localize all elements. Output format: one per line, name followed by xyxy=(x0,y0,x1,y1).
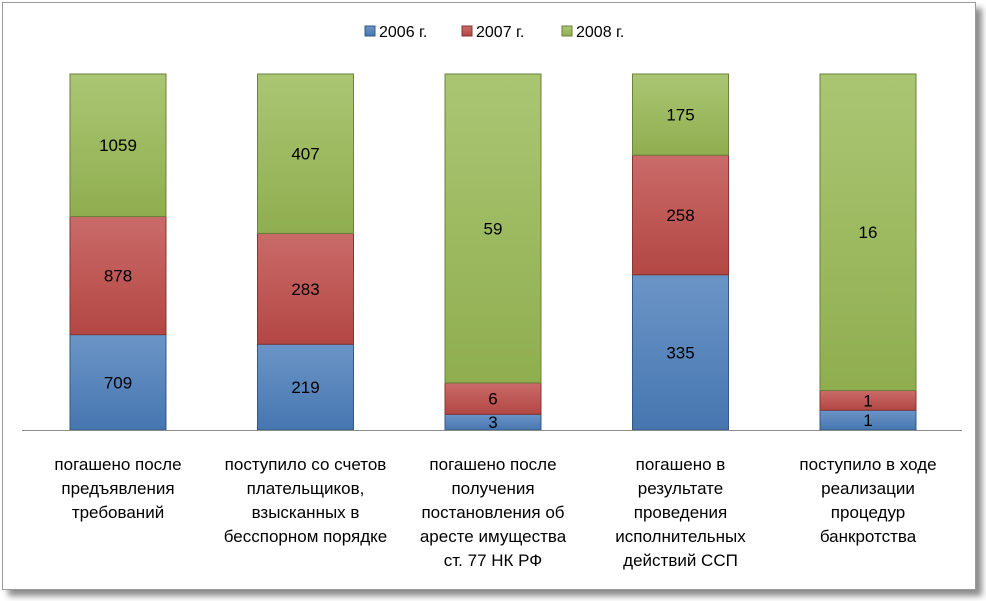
data-label: 59 xyxy=(484,219,503,238)
bar-segment xyxy=(444,73,542,384)
data-label: 1 xyxy=(863,391,872,410)
data-label: 3 xyxy=(488,413,497,432)
legend-label: 2007 г. xyxy=(476,24,524,41)
category-label-line: ст. 77 НК РФ xyxy=(443,551,543,570)
category-label-line: поступило со счетов xyxy=(224,455,387,474)
legend-swatch xyxy=(561,25,573,37)
category-label-line: действий ССП xyxy=(623,551,738,570)
category-label-line: поступило в ходе xyxy=(799,455,937,474)
legend: 2006 г. 2007 г. 2008 г. xyxy=(364,24,624,41)
bar-segment xyxy=(69,334,167,431)
data-label: 1059 xyxy=(99,136,137,155)
data-label: 1 xyxy=(863,411,872,430)
category-label-line: проведения xyxy=(633,503,728,522)
data-label: 219 xyxy=(291,378,319,397)
legend-label: 2008 г. xyxy=(576,24,624,41)
category-label: погашено после получения постановления об а… xyxy=(398,453,588,573)
bar-segment xyxy=(632,154,729,276)
category-label-line: погашено в xyxy=(635,455,726,474)
category-label-line: погашено после xyxy=(54,455,182,474)
bar-segment xyxy=(257,232,354,345)
category-label: погашено в результате проведения исполнител… xyxy=(586,453,776,573)
legend-item: 2006 г. xyxy=(364,24,427,41)
legend-item: 2008 г. xyxy=(561,24,624,41)
category-label-line: банкротства xyxy=(819,527,917,546)
legend-swatch xyxy=(364,25,376,37)
category-label-line: исполнительных xyxy=(615,527,746,546)
bar-segment xyxy=(819,73,917,391)
bars: 709 878 1059 219 283 407 3 6 59 335 258 175 11 16 xyxy=(69,73,917,432)
category-label: поступило в ходе реализации процедур банкро… xyxy=(773,453,963,549)
category-label-line: бесспорном порядке xyxy=(223,527,388,546)
data-label: 878 xyxy=(104,267,132,286)
legend-item: 2007 г. xyxy=(461,24,524,41)
bar-segment xyxy=(69,215,167,336)
category-label-line: постановления об xyxy=(421,503,565,522)
category-label-line: реализации xyxy=(821,479,915,498)
category-label: погашено после предъявления требований xyxy=(23,453,213,525)
category-label-line: погашено после xyxy=(429,455,557,474)
category-label: поступило со счетов плательщиков, взысканн… xyxy=(211,453,401,549)
category-label-line: требований xyxy=(71,503,165,522)
data-label: 16 xyxy=(859,223,878,242)
category-label-line: аресте имущества xyxy=(419,527,567,546)
category-label-line: процедур xyxy=(830,503,906,522)
legend-label: 2006 г. xyxy=(379,24,427,41)
data-label: 709 xyxy=(104,373,132,392)
data-label: 283 xyxy=(291,280,319,299)
bar-segment xyxy=(257,73,354,234)
legend-swatch xyxy=(461,25,473,37)
category-label-line: предъявления xyxy=(61,479,175,498)
data-label: 335 xyxy=(666,343,694,362)
category-label-line: получения xyxy=(451,479,535,498)
category-label-line: взысканных в xyxy=(251,503,360,522)
category-label-line: результате xyxy=(637,479,724,498)
data-label: 6 xyxy=(488,390,497,409)
data-label: 407 xyxy=(291,145,319,164)
data-label: 258 xyxy=(666,206,694,225)
category-label-line: плательщиков, xyxy=(246,479,365,498)
bar-segment xyxy=(69,73,167,217)
bar-segment xyxy=(632,73,729,156)
data-label: 175 xyxy=(666,106,694,125)
